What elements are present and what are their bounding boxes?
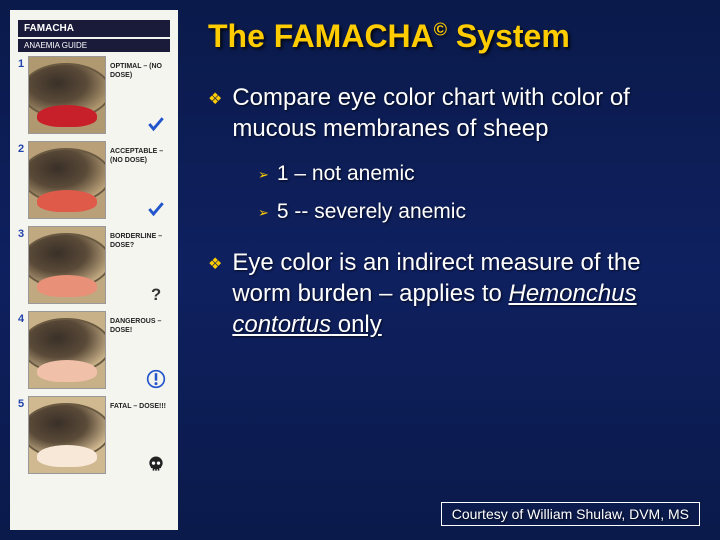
row-status-icon [146, 369, 166, 389]
row-label: FATAL – DOSE!!! [106, 396, 170, 478]
row-label: ACCEPTABLE – (NO DOSE) [106, 141, 170, 223]
row-status-icon [146, 199, 166, 219]
famacha-chart: FAMACHA ANAEMIA GUIDE 1 OPTIMAL – (NO DOS… [10, 10, 178, 530]
svg-text:?: ? [151, 285, 161, 304]
title-post: System [447, 18, 570, 54]
chart-row-4: 4 DANGEROUS – DOSE! [18, 311, 170, 393]
eye-image [28, 396, 106, 474]
bullet-2-post: only [331, 311, 382, 338]
bullet-1-text: Compare eye color chart with color of mu… [232, 83, 700, 144]
row-number: 3 [18, 226, 28, 308]
row-number: 4 [18, 311, 28, 393]
diamond-bullet-icon: ❖ [208, 89, 222, 144]
chart-row-1: 1 OPTIMAL – (NO DOSE) [18, 56, 170, 138]
eye-image [28, 141, 106, 219]
bullet-2: ❖ Eye color is an indirect measure of th… [208, 248, 700, 340]
slide-title: The FAMACHA© System [208, 18, 700, 55]
sub-bullet-1: ➢ 1 – not anemic [258, 162, 700, 186]
row-number: 1 [18, 56, 28, 138]
row-number: 2 [18, 141, 28, 223]
sub-bullet-2-text: 5 -- severely anemic [277, 200, 466, 224]
eye-image [28, 311, 106, 389]
title-pre: The FAMACHA [208, 18, 434, 54]
row-label: BORDERLINE – DOSE?? [106, 226, 170, 308]
arrow-bullet-icon: ➢ [258, 167, 269, 186]
row-label: DANGEROUS – DOSE! [106, 311, 170, 393]
bullet-2-text: Eye color is an indirect measure of the … [232, 248, 700, 340]
slide: FAMACHA ANAEMIA GUIDE 1 OPTIMAL – (NO DOS… [0, 0, 720, 540]
title-sup: © [434, 19, 447, 39]
diamond-bullet-icon: ❖ [208, 254, 222, 340]
chart-header: FAMACHA [18, 20, 170, 37]
arrow-bullet-icon: ➢ [258, 205, 269, 224]
credit-line: Courtesy of William Shulaw, DVM, MS [441, 502, 700, 526]
row-number: 5 [18, 396, 28, 478]
eye-image [28, 226, 106, 304]
chart-row-2: 2 ACCEPTABLE – (NO DOSE) [18, 141, 170, 223]
row-status-icon: ? [146, 284, 166, 304]
eye-image [28, 56, 106, 134]
chart-row-5: 5 FATAL – DOSE!!! [18, 396, 170, 478]
chart-row-3: 3 BORDERLINE – DOSE?? [18, 226, 170, 308]
sub-bullet-2: ➢ 5 -- severely anemic [258, 200, 700, 224]
sub-bullet-1-text: 1 – not anemic [277, 162, 415, 186]
row-status-icon [146, 454, 166, 474]
bullet-1: ❖ Compare eye color chart with color of … [208, 83, 700, 144]
row-label: OPTIMAL – (NO DOSE) [106, 56, 170, 138]
content-area: The FAMACHA© System ❖ Compare eye color … [178, 0, 720, 540]
row-status-icon [146, 114, 166, 134]
sub-bullets: ➢ 1 – not anemic ➢ 5 -- severely anemic [258, 162, 700, 224]
chart-subheader: ANAEMIA GUIDE [18, 39, 170, 52]
